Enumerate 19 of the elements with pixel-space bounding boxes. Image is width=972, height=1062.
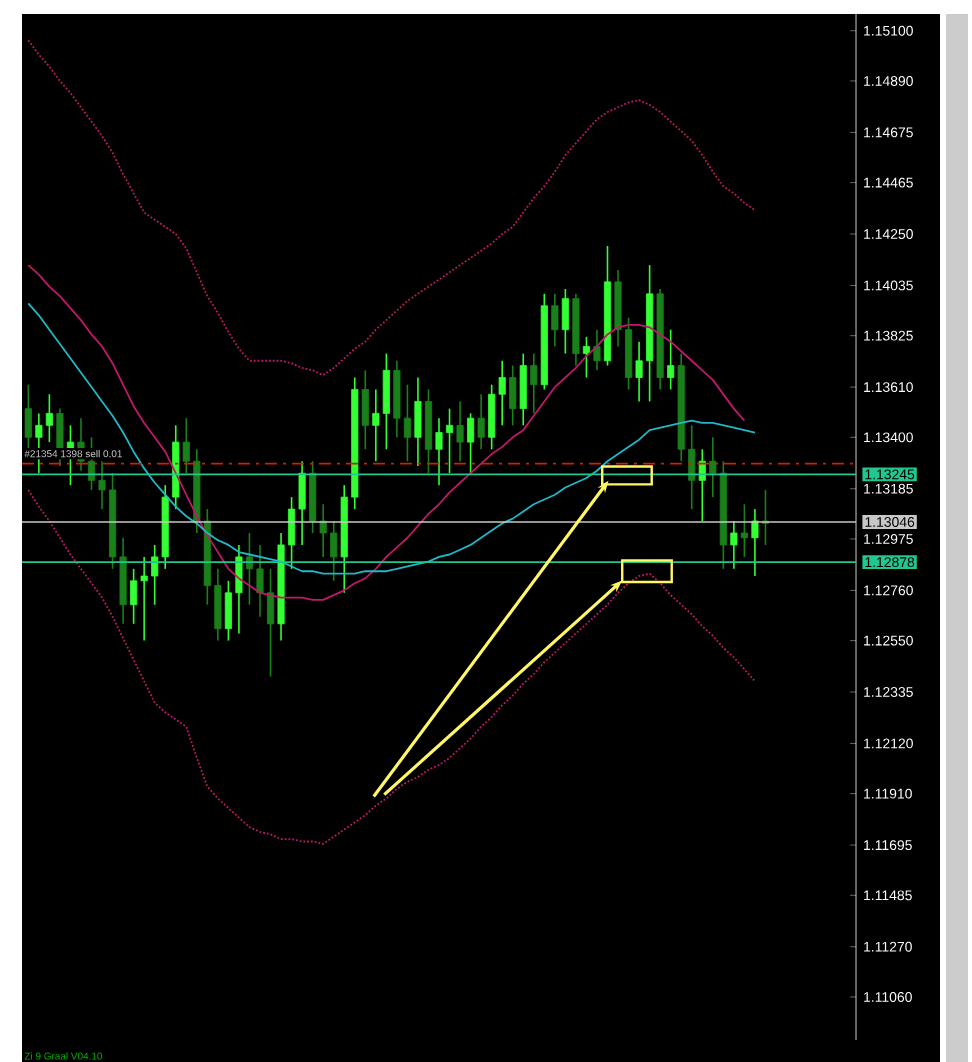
candlestick: [424, 388, 433, 474]
candlestick: [561, 288, 569, 355]
candlestick: [582, 336, 590, 379]
candlestick: [730, 520, 738, 570]
candlestick: [551, 293, 559, 348]
candlestick: [361, 369, 369, 451]
candlestick: [530, 352, 538, 415]
candlestick: [751, 508, 759, 577]
candlestick: [477, 393, 485, 451]
candlestick: [24, 383, 32, 451]
candlestick: [698, 448, 706, 522]
candlestick: [456, 400, 464, 463]
candlestick: [667, 328, 675, 391]
candlestick: [467, 412, 475, 474]
candlestick: [509, 364, 517, 427]
candlestick: [414, 376, 422, 467]
candlestick: [519, 352, 527, 427]
candlestick: [593, 328, 601, 372]
candlestick: [740, 503, 748, 558]
